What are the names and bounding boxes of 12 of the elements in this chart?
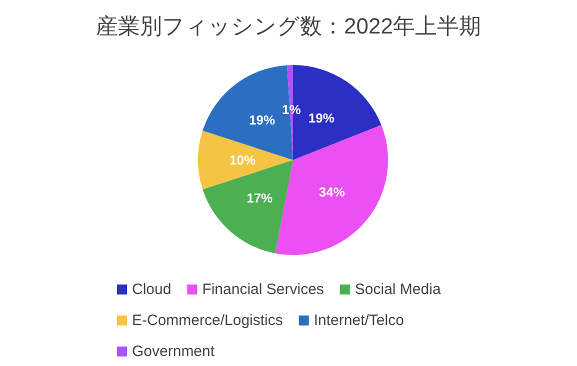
legend-label: Social Media — [354, 281, 442, 298]
legend-label: Government — [132, 343, 216, 360]
legend-label: Cloud — [132, 281, 172, 298]
data-label: 17% — [246, 190, 274, 206]
legend-label: Internet/Telco — [314, 312, 404, 329]
data-label: 34% — [318, 184, 346, 200]
data-label: 19% — [308, 110, 335, 126]
data-label: 10% — [229, 152, 256, 168]
legend-label: E-Commerce/Logistics — [132, 312, 283, 329]
chart-title: 産業別フィッシング数：2022年上半期 — [96, 14, 481, 38]
data-label: 19% — [249, 112, 276, 128]
legend-label: Financial Services — [202, 281, 324, 298]
